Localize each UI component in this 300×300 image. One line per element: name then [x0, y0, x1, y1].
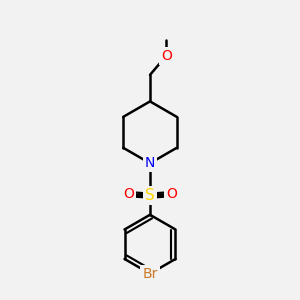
Text: O: O: [123, 187, 134, 201]
Text: Br: Br: [142, 267, 158, 281]
Text: S: S: [145, 188, 155, 203]
Text: O: O: [161, 49, 172, 63]
Text: O: O: [166, 187, 177, 201]
Text: N: N: [145, 156, 155, 170]
